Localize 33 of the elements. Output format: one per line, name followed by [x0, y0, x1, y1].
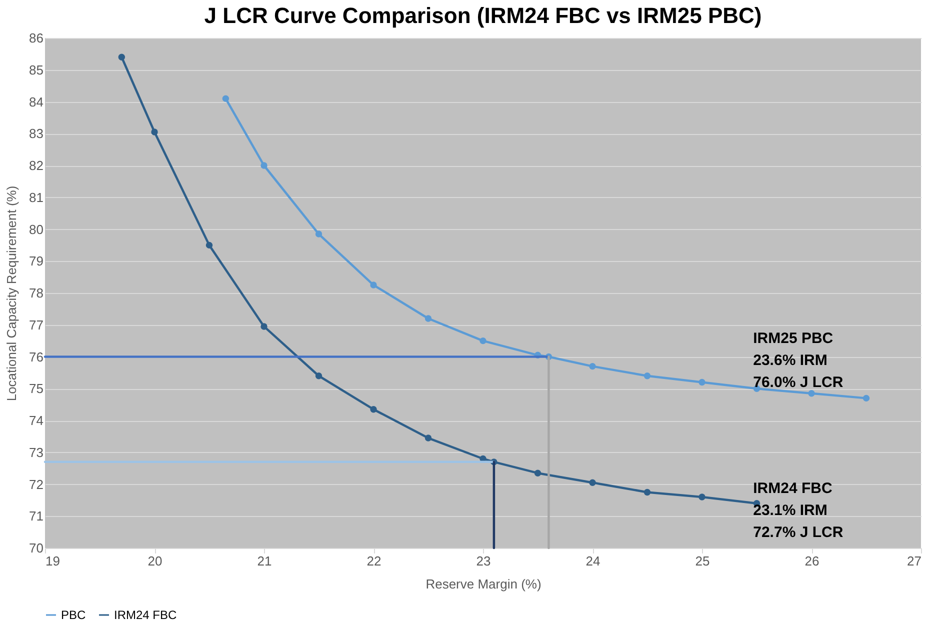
x-tick-label: 25 — [695, 554, 710, 568]
legend-label: IRM24 FBC — [114, 608, 178, 622]
y-tick-label: 75 — [29, 381, 44, 396]
y-tick-label: 76 — [29, 349, 44, 364]
y-tick-label: 83 — [29, 126, 44, 142]
x-axis-title: Reserve Margin (%) — [426, 576, 542, 592]
chart-title: J LCR Curve Comparison (IRM24 FBC vs IRM25 PBC) — [204, 3, 762, 28]
y-tick-label: 85 — [29, 62, 44, 78]
y-tick-label: 80 — [29, 222, 44, 237]
y-tick-label: 78 — [29, 286, 44, 300]
annotation: IRM25 PBC 23.6% IRM 76.0% J LCR — [753, 330, 844, 391]
x-tick-label: 21 — [257, 554, 272, 568]
y-tick-label: 72 — [29, 476, 44, 492]
annotation: IRM24 FBC 23.1% IRM 72.7% J LCR — [753, 480, 844, 541]
x-tick-label: 23 — [476, 554, 491, 568]
y-tick-label: 70 — [29, 540, 44, 556]
x-tick-label: 27 — [907, 554, 922, 568]
y-tick-label: 74 — [29, 413, 44, 428]
y-tick-label: 79 — [29, 254, 44, 269]
x-tick-label: 22 — [366, 554, 382, 568]
y-tick-label: 81 — [29, 190, 44, 205]
y-tick-label: 73 — [29, 444, 44, 460]
y-tick-label: 82 — [29, 158, 44, 173]
x-tick-label: 26 — [804, 554, 820, 568]
x-tick-label: 19 — [46, 554, 60, 568]
y-tick-label: 77 — [29, 317, 44, 332]
legend-label: PBC — [61, 608, 86, 622]
x-tick-label: 24 — [586, 554, 600, 568]
x-tick-label: 20 — [148, 554, 162, 568]
y-tick-label: 71 — [29, 508, 44, 524]
y-tick-label: 84 — [29, 94, 44, 110]
y-axis-title: Locational Capacity Requirement (%) — [4, 186, 20, 402]
y-tick-label: 86 — [29, 30, 44, 46]
